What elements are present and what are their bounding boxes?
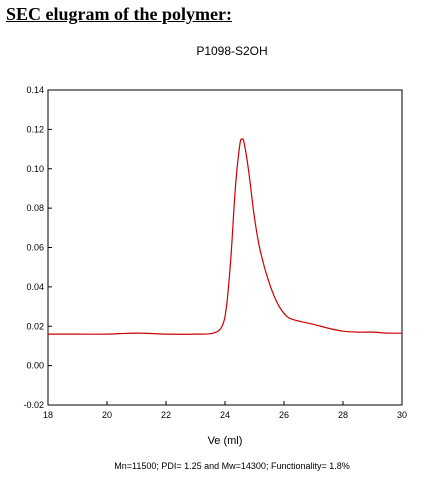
x-tick-label: 28 bbox=[338, 410, 348, 420]
x-tick-label: 22 bbox=[161, 410, 171, 420]
y-tick-label: -0.02 bbox=[23, 400, 44, 410]
x-tick-label: 26 bbox=[279, 410, 289, 420]
page-heading: SEC elugram of the polymer: bbox=[6, 4, 232, 24]
x-tick-label: 20 bbox=[102, 410, 112, 420]
y-tick-label: 0.00 bbox=[26, 361, 44, 371]
y-tick-label: 0.12 bbox=[26, 124, 44, 134]
y-tick-label: 0.10 bbox=[26, 164, 44, 174]
y-tick-label: 0.14 bbox=[26, 85, 44, 95]
y-tick-label: 0.06 bbox=[26, 243, 44, 253]
x-axis: 18 20 22 24 26 28 30 bbox=[43, 401, 407, 420]
plot-area-frame bbox=[47, 89, 403, 406]
x-tick-label: 24 bbox=[220, 410, 230, 420]
y-tick-label: 0.08 bbox=[26, 203, 44, 213]
polymer-properties-footnote: Mn=11500; PDI= 1.25 and Mw=14300; Functi… bbox=[114, 461, 350, 471]
x-axis-label: Ve (ml) bbox=[208, 435, 243, 447]
y-tick-label: 0.04 bbox=[26, 282, 44, 292]
series-line bbox=[48, 138, 403, 335]
x-tick-label: 30 bbox=[397, 410, 407, 420]
y-tick-label: 0.02 bbox=[26, 321, 44, 331]
chart-title: P1098-S2OH bbox=[196, 44, 267, 58]
x-tick-label: 18 bbox=[43, 410, 53, 420]
